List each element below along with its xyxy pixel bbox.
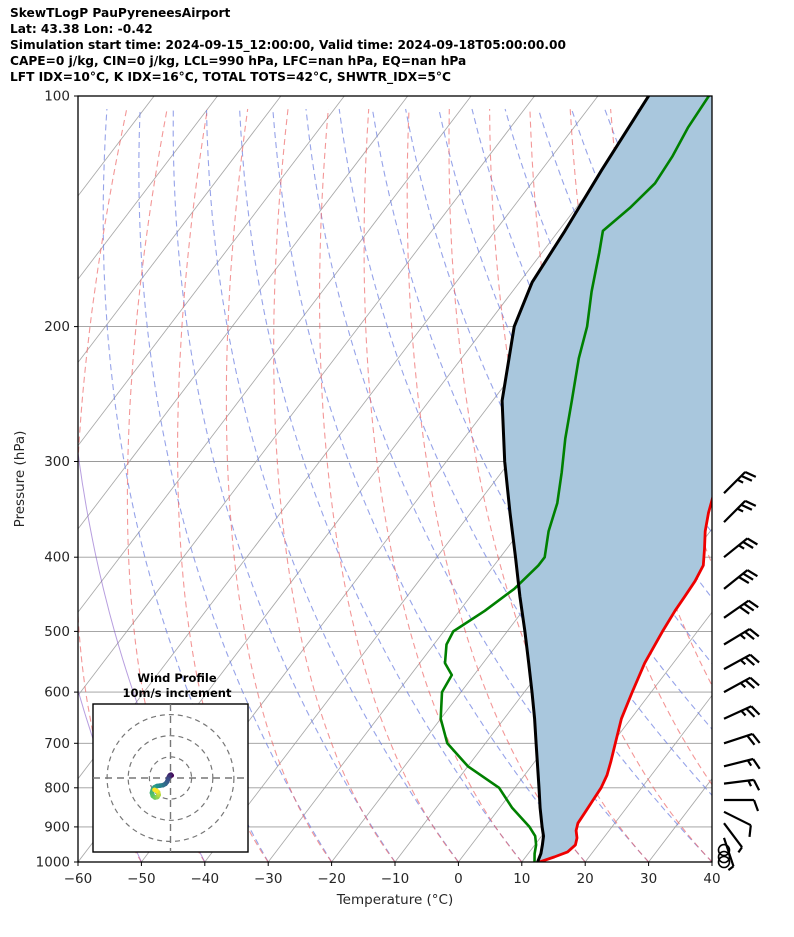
y-tick-label: 200 [44,319,70,335]
wind-barb [724,798,760,812]
header-latlon: Lat: 43.38 Lon: -0.42 [10,22,153,36]
x-tick-label: 0 [454,871,463,887]
wind-barb [723,537,758,559]
x-tick-label: −10 [381,871,410,887]
x-tick-label: −20 [317,871,346,887]
header-indices: LFT IDX=10°C, K IDX=16°C, TOTAL TOTS=42°… [10,70,451,84]
wind-barb [723,676,760,694]
y-tick-label: 900 [44,819,70,835]
hodograph-plot [93,704,248,852]
header-title: SkewTLogP PauPyreneesAirport [10,6,231,20]
x-axis-title: Temperature (°C) [336,892,454,908]
y-tick-label: 300 [44,454,70,470]
wind-barb [723,653,760,671]
cape-shading [501,96,712,862]
x-tick-label: 10 [513,871,530,887]
x-tick-label: −30 [254,871,283,887]
wind-barb [723,499,757,523]
x-tick-label: −60 [64,871,93,887]
wind-barb [717,850,731,864]
wind-barb [723,757,761,770]
x-tick-label: −40 [191,871,220,887]
x-tick-label: −50 [127,871,156,887]
wind-barb [723,628,760,646]
header-cape: CAPE=0 j/kg, CIN=0 j/kg, LCL=990 hPa, LF… [10,54,467,68]
y-tick-label: 600 [44,685,70,701]
y-tick-label: 700 [44,736,70,752]
x-tick-label: 30 [640,871,657,887]
wind-barb [723,471,757,494]
y-tick-label: 500 [44,624,70,640]
y-tick-label: 400 [44,550,70,566]
inset-title-line1: Wind Profile [137,671,217,685]
sounding-curves [439,96,712,862]
wind-barb [723,599,759,619]
wind-barb [717,855,731,869]
wind-barb [723,569,758,590]
y-tick-label: 1000 [36,855,70,871]
wind-barb-column [717,471,761,871]
y-axis-title: Pressure (hPa) [12,431,28,528]
inset-title-line2: 10m/s increment [123,686,232,700]
y-tick-label: 100 [44,89,70,105]
x-tick-label: 20 [577,871,594,887]
header-times: Simulation start time: 2024-09-15_12:00:… [10,38,566,52]
y-tick-label: 800 [44,780,70,796]
wind-barb [717,843,731,857]
wind-barb [723,822,743,854]
x-tick-label: 40 [703,871,720,887]
wind-barb [723,778,761,791]
wind-barb [723,810,752,838]
wind-profile-inset: Wind Profile 10m/s increment [92,671,249,853]
wind-barb [723,732,761,746]
wind-barb [723,705,761,720]
